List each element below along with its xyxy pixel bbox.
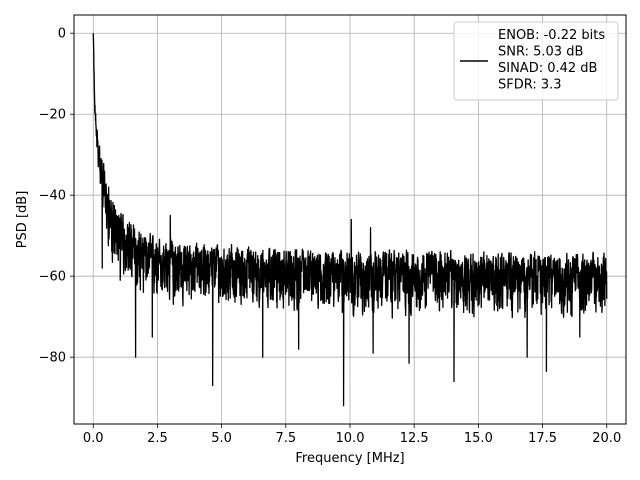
legend-box <box>453 21 619 101</box>
y-tick-label: 0 <box>58 27 66 42</box>
x-axis-label: Frequency [MHz] <box>295 451 404 466</box>
psd-series-line <box>92 33 608 407</box>
legend-entry: SFDR: 3.3 <box>498 78 562 93</box>
x-tick-label: 17.5 <box>528 431 557 446</box>
y-tick-label: −20 <box>39 108 66 123</box>
x-tick-label: 20.0 <box>592 431 621 446</box>
x-tick-label: 7.5 <box>275 431 296 446</box>
legend-entry: SNR: 5.03 dB <box>498 45 583 60</box>
x-tick-label: 2.5 <box>147 431 168 446</box>
x-tick-label: 0.0 <box>83 431 104 446</box>
ticks: 0.0 2.5 5.0 7.5 10.0 12.5 15.0 17.5 20.0 0 −20 −40 −… <box>39 27 622 446</box>
series-layer <box>92 33 608 407</box>
x-tick-label: 10.0 <box>336 431 365 446</box>
x-tick-label: 12.5 <box>400 431 429 446</box>
x-tick-label: 5.0 <box>211 431 232 446</box>
x-tick-label: 15.0 <box>464 431 493 446</box>
y-tick-label: −60 <box>39 270 66 285</box>
y-tick-label: −40 <box>39 189 66 204</box>
y-tick-label: −80 <box>39 351 66 366</box>
legend-entry: ENOB: -0.22 bits <box>498 28 605 43</box>
legend-entry: SINAD: 0.42 dB <box>498 61 597 76</box>
y-axis-label: PSD [dB] <box>15 191 30 249</box>
